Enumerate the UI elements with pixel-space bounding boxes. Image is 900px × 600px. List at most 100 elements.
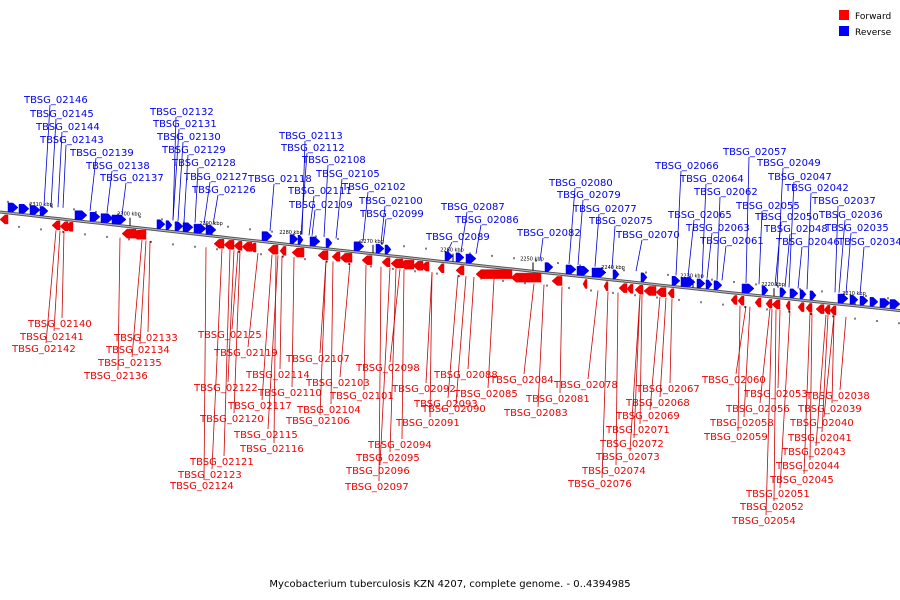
forward-gene-arrow[interactable] — [89, 212, 101, 222]
forward-gene-arrow[interactable] — [889, 299, 900, 309]
reverse-gene-arrow[interactable] — [754, 297, 762, 308]
reverse-gene-arrow[interactable] — [805, 303, 813, 313]
forward-gene-arrow[interactable] — [779, 287, 787, 297]
forward-gene-leader — [211, 249, 223, 470]
forward-gene-arrow[interactable] — [705, 279, 713, 290]
reverse-gene-arrow[interactable] — [626, 284, 634, 294]
reverse-gene-arrow[interactable] — [634, 285, 644, 295]
reverse-gene-arrow[interactable] — [51, 220, 61, 231]
reverse-gene-arrow[interactable] — [829, 305, 837, 316]
forward-gene-arrow[interactable] — [671, 276, 681, 286]
reverse-gene-label: TBSG_02113 — [278, 131, 343, 142]
forward-gene-arrow[interactable] — [879, 298, 891, 308]
forward-gene-arrow[interactable] — [289, 234, 299, 244]
forward-gene-leader — [61, 231, 65, 319]
forward-gene-arrow[interactable] — [789, 288, 799, 299]
reverse-gene-arrow[interactable] — [279, 246, 287, 256]
forward-gene-arrow[interactable] — [640, 272, 648, 283]
reverse-gene-arrow[interactable] — [64, 222, 74, 232]
reverse-gene-arrow[interactable] — [667, 288, 675, 298]
reverse-gene-arrow[interactable] — [737, 295, 745, 306]
reverse-gene-arrow[interactable] — [771, 299, 781, 310]
forward-gene-arrow[interactable] — [837, 293, 849, 304]
reverse-gene-arrow[interactable] — [412, 261, 424, 271]
reverse-gene-arrow[interactable] — [331, 251, 341, 262]
reverse-gene-arrow[interactable] — [582, 279, 588, 289]
forward-gene-arrow[interactable] — [100, 213, 114, 223]
reverse-gene-leader — [311, 209, 316, 236]
forward-gene-arrow[interactable] — [849, 294, 859, 305]
forward-gene-arrow[interactable] — [713, 280, 723, 291]
forward-gene-arrow[interactable] — [544, 262, 554, 272]
forward-gene-arrow[interactable] — [156, 219, 166, 229]
reverse-gene-arrow[interactable] — [815, 304, 825, 314]
reverse-gene-arrow[interactable] — [510, 272, 542, 283]
forward-gene-arrow[interactable] — [174, 221, 184, 231]
forward-gene-arrow[interactable] — [297, 235, 304, 245]
forward-gene-arrow[interactable] — [375, 243, 385, 254]
reverse-gene-arrow[interactable] — [603, 281, 609, 291]
forward-gene-arrow[interactable] — [7, 202, 19, 213]
forward-gene-arrow[interactable] — [741, 283, 755, 294]
reverse-gene-arrow[interactable] — [381, 257, 391, 268]
forward-gene-arrow[interactable] — [565, 264, 577, 275]
reverse-gene-arrow[interactable] — [551, 276, 563, 286]
reverse-gene-arrow[interactable] — [0, 214, 9, 225]
reverse-gene-label: TBSG_02062 — [693, 187, 758, 198]
reverse-gene-arrow[interactable] — [361, 255, 373, 265]
reverse-gene-arrow[interactable] — [785, 300, 791, 311]
forward-gene-arrow[interactable] — [576, 266, 590, 276]
reverse-gene-arrow[interactable] — [213, 238, 225, 249]
forward-gene-arrow[interactable] — [384, 244, 392, 255]
forward-gene-arrow[interactable] — [869, 297, 879, 307]
reverse-gene-arrow[interactable] — [317, 250, 329, 261]
forward-gene-leader — [735, 306, 747, 375]
forward-gene-arrow[interactable] — [799, 289, 807, 300]
forward-gene-arrow[interactable] — [261, 231, 273, 241]
forward-gene-arrow[interactable] — [455, 252, 465, 263]
reverse-gene-arrow[interactable] — [223, 240, 235, 250]
reverse-gene-arrow[interactable] — [797, 302, 805, 312]
forward-gene-arrow[interactable] — [761, 285, 769, 296]
reverse-gene-arrow[interactable] — [643, 286, 657, 296]
forward-gene-arrow[interactable] — [309, 236, 321, 247]
reverse-gene-label: TBSG_02143 — [39, 135, 104, 146]
reverse-gene-arrow[interactable] — [437, 263, 445, 274]
reverse-gene-arrow[interactable] — [455, 265, 465, 276]
reverse-gene-arrow[interactable] — [291, 247, 305, 258]
legend: Forward Reverse — [839, 10, 892, 38]
reverse-gene-arrow[interactable] — [233, 241, 243, 251]
reverse-gene-arrow[interactable] — [655, 287, 667, 297]
forward-gene-arrow[interactable] — [325, 238, 333, 248]
forward-gene-arrow[interactable] — [591, 267, 607, 278]
forward-gene-arrow[interactable] — [39, 206, 49, 216]
forward-gene-arrow[interactable] — [205, 225, 217, 235]
reverse-gene-arrow[interactable] — [267, 244, 279, 255]
forward-gene-arrow[interactable] — [444, 251, 454, 261]
forward-gene-label: TBSG_02072 — [599, 439, 664, 450]
reverse-gene-arrow[interactable] — [730, 295, 738, 305]
reverse-gene-arrow[interactable] — [420, 261, 430, 272]
reverse-gene-arrow[interactable] — [765, 298, 773, 309]
reverse-gene-arrow[interactable] — [131, 229, 147, 240]
forward-gene-arrow[interactable] — [29, 205, 41, 215]
reverse-gene-arrow[interactable] — [339, 253, 353, 263]
reverse-gene-arrow[interactable] — [618, 283, 628, 293]
forward-gene-arrow[interactable] — [612, 269, 620, 280]
forward-gene-arrow[interactable] — [18, 203, 30, 214]
forward-gene-arrow[interactable] — [680, 277, 696, 287]
reverse-gene-arrow[interactable] — [399, 259, 415, 270]
reverse-gene-arrow[interactable] — [475, 269, 513, 279]
forward-gene-arrow[interactable] — [111, 214, 127, 225]
reverse-gene-arrow[interactable] — [249, 242, 257, 253]
reverse-gene-arrow[interactable] — [823, 305, 831, 315]
forward-gene-arrow[interactable] — [859, 296, 869, 306]
forward-gene-arrow[interactable] — [696, 278, 706, 289]
forward-gene-arrow[interactable] — [353, 241, 365, 252]
forward-gene-arrow[interactable] — [465, 253, 477, 264]
forward-gene-arrow[interactable] — [193, 223, 207, 234]
forward-gene-arrow[interactable] — [165, 220, 173, 230]
forward-gene-arrow[interactable] — [74, 210, 88, 220]
forward-gene-arrow[interactable] — [809, 290, 817, 301]
forward-gene-arrow[interactable] — [182, 222, 194, 233]
